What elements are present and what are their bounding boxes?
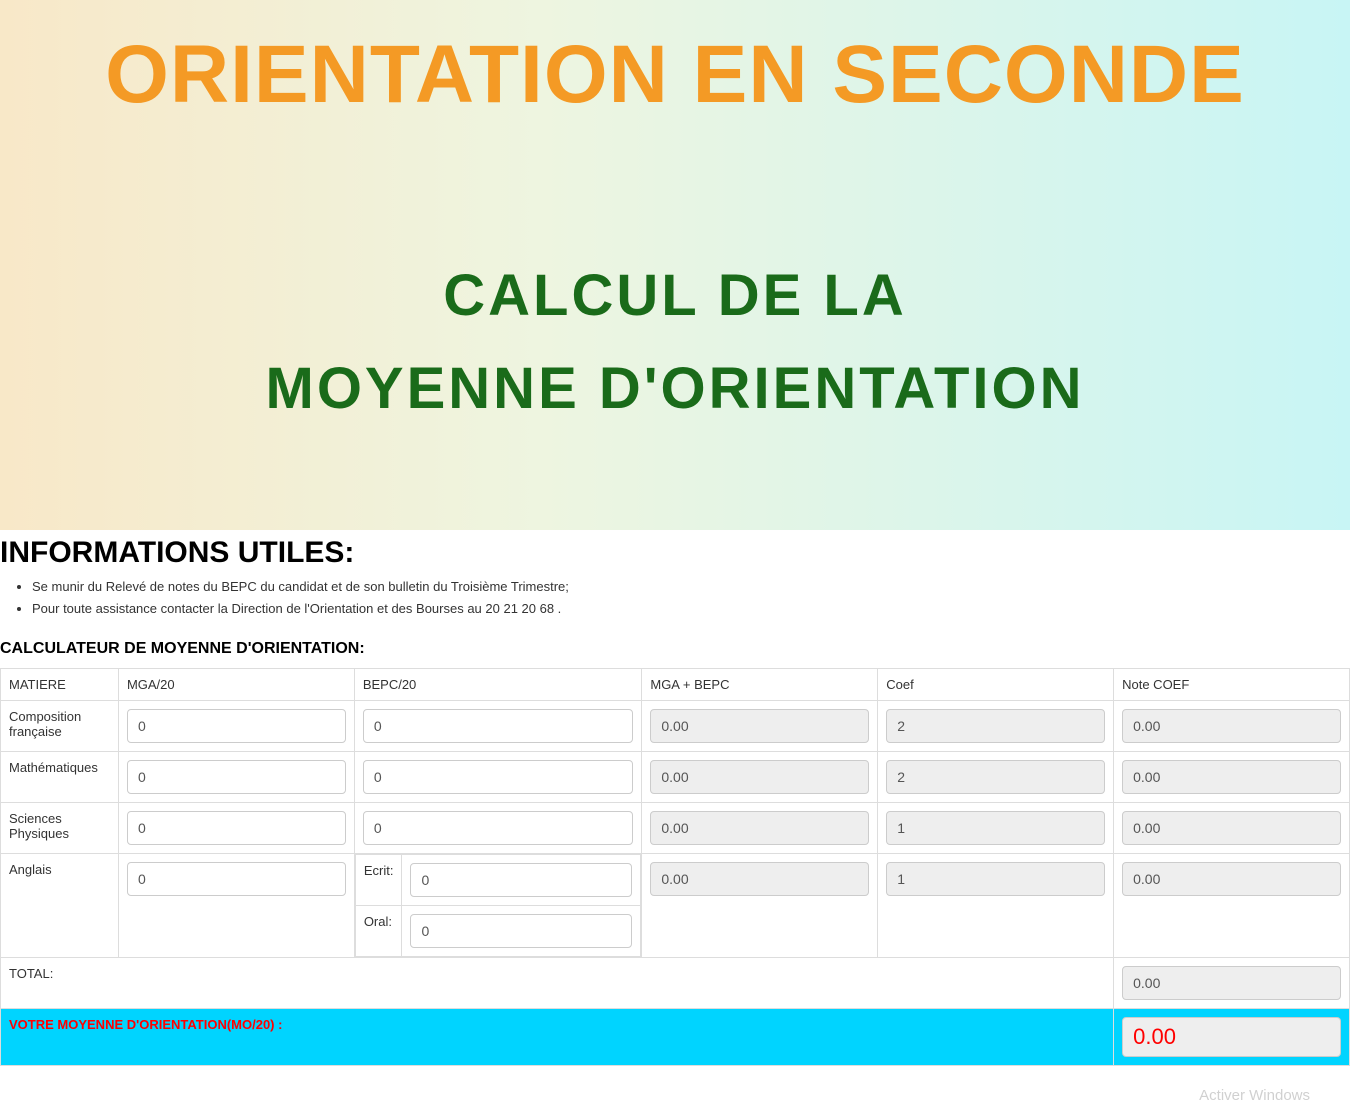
input-anglais-ecrit[interactable]: [410, 863, 632, 897]
anglais-sub-table: Ecrit: Oral:: [355, 854, 642, 957]
label-phys: Sciences Physiques: [1, 803, 119, 854]
output-math-sum: [650, 760, 869, 794]
row-compo: Composition française: [1, 701, 1350, 752]
output-result: [1122, 1017, 1341, 1057]
label-compo: Composition française: [1, 701, 119, 752]
input-anglais-oral[interactable]: [410, 914, 632, 948]
label-total: TOTAL:: [1, 958, 1114, 1009]
header-sum: MGA + BEPC: [642, 669, 878, 701]
output-compo-sum: [650, 709, 869, 743]
input-math-bepc[interactable]: [363, 760, 634, 794]
row-math: Mathématiques: [1, 752, 1350, 803]
label-math: Mathématiques: [1, 752, 119, 803]
output-phys-note: [1122, 811, 1341, 845]
input-compo-mga[interactable]: [127, 709, 346, 743]
info-item-2: Pour toute assistance contacter la Direc…: [32, 598, 1350, 620]
output-anglais-sum: [650, 862, 869, 896]
calc-table: MATIERE MGA/20 BEPC/20 MGA + BEPC Coef N…: [0, 668, 1350, 1066]
header-mga: MGA/20: [118, 669, 354, 701]
info-heading: INFORMATIONS UTILES:: [0, 536, 1350, 570]
banner: ORIENTATION EN SECONDE CALCUL DE LA MOYE…: [0, 0, 1350, 530]
content: INFORMATIONS UTILES: Se munir du Relevé …: [0, 536, 1350, 1066]
header-matiere: MATIERE: [1, 669, 119, 701]
label-result: VOTRE MOYENNE D'ORIENTATION(MO/20) :: [1, 1009, 1114, 1066]
header-coef: Coef: [878, 669, 1114, 701]
output-compo-coef: [886, 709, 1105, 743]
windows-watermark: Activer Windows: [1199, 1087, 1310, 1104]
banner-title: ORIENTATION EN SECONDE: [0, 30, 1350, 120]
banner-subtitle: CALCUL DE LA MOYENNE D'ORIENTATION: [0, 250, 1350, 436]
row-result: VOTRE MOYENNE D'ORIENTATION(MO/20) :: [1, 1009, 1350, 1066]
label-anglais-ecrit: Ecrit:: [355, 855, 402, 906]
header-note: Note COEF: [1114, 669, 1350, 701]
output-phys-coef: [886, 811, 1105, 845]
label-anglais: Anglais: [1, 854, 119, 958]
calc-heading: CALCULATEUR DE MOYENNE D'ORIENTATION:: [0, 640, 1350, 658]
output-compo-note: [1122, 709, 1341, 743]
row-anglais: Anglais Ecrit: Oral:: [1, 854, 1350, 958]
input-phys-bepc[interactable]: [363, 811, 634, 845]
info-list: Se munir du Relevé de notes du BEPC du c…: [32, 576, 1350, 620]
row-total: TOTAL:: [1, 958, 1350, 1009]
banner-subtitle-line1: CALCUL DE LA: [443, 263, 906, 328]
banner-subtitle-line2: MOYENNE D'ORIENTATION: [266, 356, 1085, 421]
input-phys-mga[interactable]: [127, 811, 346, 845]
row-phys: Sciences Physiques: [1, 803, 1350, 854]
output-math-coef: [886, 760, 1105, 794]
output-anglais-note: [1122, 862, 1341, 896]
output-phys-sum: [650, 811, 869, 845]
input-compo-bepc[interactable]: [363, 709, 634, 743]
input-math-mga[interactable]: [127, 760, 346, 794]
info-item-1: Se munir du Relevé de notes du BEPC du c…: [32, 576, 1350, 598]
output-math-note: [1122, 760, 1341, 794]
label-anglais-oral: Oral:: [355, 906, 402, 957]
output-anglais-coef: [886, 862, 1105, 896]
input-anglais-mga[interactable]: [127, 862, 346, 896]
header-bepc: BEPC/20: [354, 669, 642, 701]
table-header-row: MATIERE MGA/20 BEPC/20 MGA + BEPC Coef N…: [1, 669, 1350, 701]
output-total: [1122, 966, 1341, 1000]
